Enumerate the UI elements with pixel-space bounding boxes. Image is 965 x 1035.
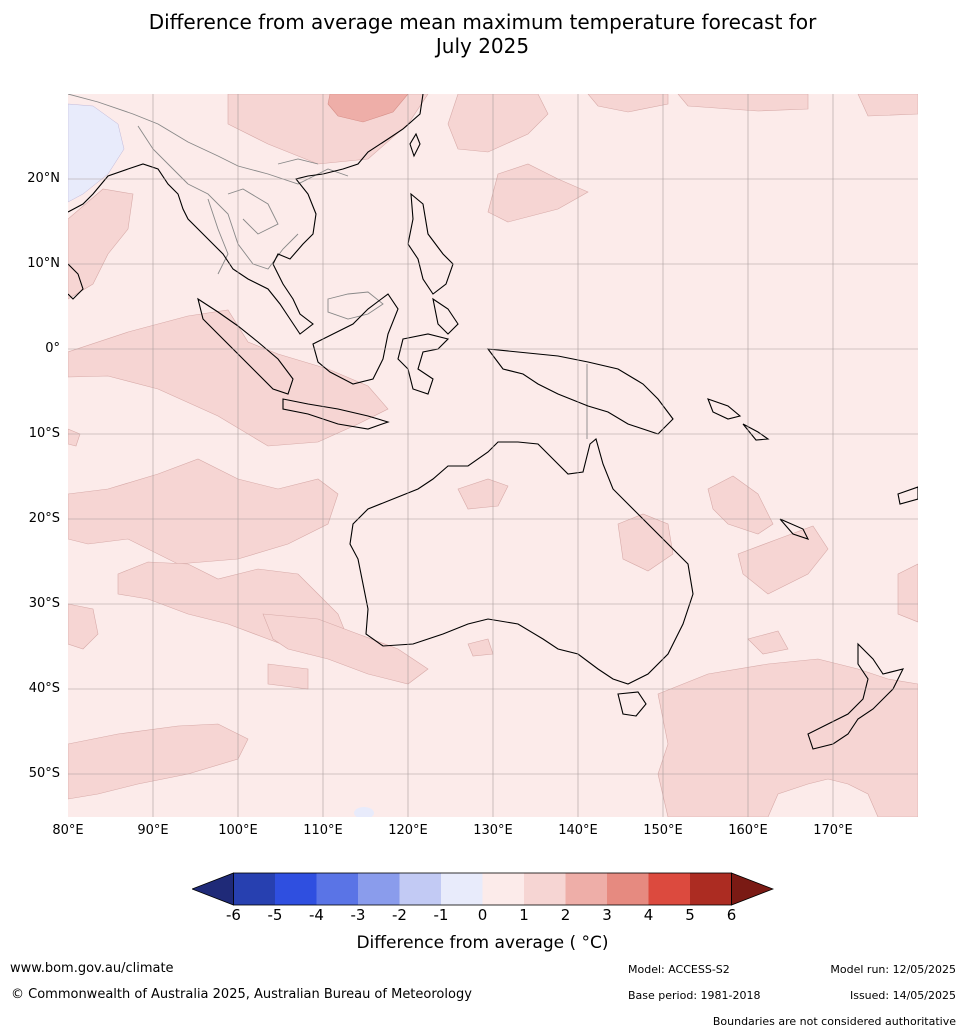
lon-label: 150°E: [643, 823, 683, 838]
colorbar-tick-label: -3: [350, 906, 366, 924]
map-title-line1: Difference from average mean maximum tem…: [148, 10, 817, 34]
colorbar-bin: [399, 873, 441, 905]
colorbar-bin: [316, 873, 358, 905]
colorbar-bin: [565, 873, 607, 905]
colorbar-tick-label: 4: [643, 906, 654, 924]
colorbar-bin: [441, 873, 483, 905]
colorbar-tick-label: 1: [519, 906, 529, 924]
colorbar-frame: [233, 872, 732, 906]
model-run-date: Model run: 12/05/2025: [830, 963, 956, 976]
colorbar-extend-high: [731, 872, 774, 906]
colorbar-tick-label: 5: [685, 906, 695, 924]
anomaly-2-3-region: [327, 94, 409, 123]
gridlines: [68, 94, 918, 817]
anomaly-1-2-regions: [68, 94, 918, 817]
colorbar-tick-label: 0: [477, 906, 488, 924]
colorbar-tick-label: -4: [309, 906, 324, 924]
colorbar-tick-label: -6: [226, 906, 241, 924]
map-title: Difference from average mean maximum tem…: [0, 10, 965, 58]
colorbar-bin: [358, 873, 400, 905]
lat-label: 30°S: [28, 596, 60, 611]
colorbar-bin: [607, 873, 649, 905]
lon-label: 90°E: [137, 823, 169, 838]
lat-label: 50°S: [28, 766, 60, 781]
copyright-text: © Commonwealth of Australia 2025, Austra…: [11, 987, 472, 1002]
model-name: Model: ACCESS-S2: [628, 963, 730, 976]
colorbar-tick-label: -1: [433, 906, 449, 924]
colorbar-tick-label: 6: [726, 906, 737, 924]
website-link[interactable]: www.bom.gov.au/climate: [10, 961, 174, 976]
lon-label: 170°E: [813, 823, 853, 838]
lat-label: 20°N: [27, 171, 60, 186]
colorbar-bin: [690, 873, 732, 905]
colorbar-bin: [524, 873, 566, 905]
lon-label: 130°E: [473, 823, 513, 838]
lat-label: 40°S: [28, 681, 60, 696]
issued-date: Issued: 14/05/2025: [849, 989, 956, 1002]
lon-label: 100°E: [218, 823, 258, 838]
lon-label: 80°E: [52, 823, 84, 838]
lat-label: 10°N: [27, 256, 60, 271]
cool-anomaly-region: [68, 103, 125, 203]
lon-label: 140°E: [558, 823, 598, 838]
cool-anomaly-region-small: [354, 807, 374, 817]
lon-label: 160°E: [728, 823, 768, 838]
lat-label: 20°S: [28, 511, 60, 526]
colorbar-bin: [233, 873, 275, 905]
lon-label: 110°E: [303, 823, 343, 838]
lat-label: 0°: [45, 341, 60, 356]
colorbar-tick-label: 2: [560, 906, 571, 924]
map-title-line2: July 2025: [435, 34, 530, 58]
colorbar-bin: [648, 873, 690, 905]
colorbar-tick-label: -5: [267, 906, 283, 924]
colorbar-extend-low: [192, 872, 234, 906]
colorbar-tick-label: -2: [392, 906, 407, 924]
base-period: Base period: 1981-2018: [628, 989, 761, 1002]
colorbar: [192, 872, 774, 906]
colorbar-label: Difference from average ( °C): [356, 933, 609, 953]
lon-label: 120°E: [388, 823, 428, 838]
colorbar-tick-label: 3: [602, 906, 612, 924]
lat-label: 10°S: [28, 426, 60, 441]
anomaly-map: [68, 94, 918, 817]
colorbar-bin: [275, 873, 317, 905]
colorbar-bin: [482, 873, 524, 905]
boundary-disclaimer: Boundaries are not considered authoritat…: [712, 1015, 956, 1028]
